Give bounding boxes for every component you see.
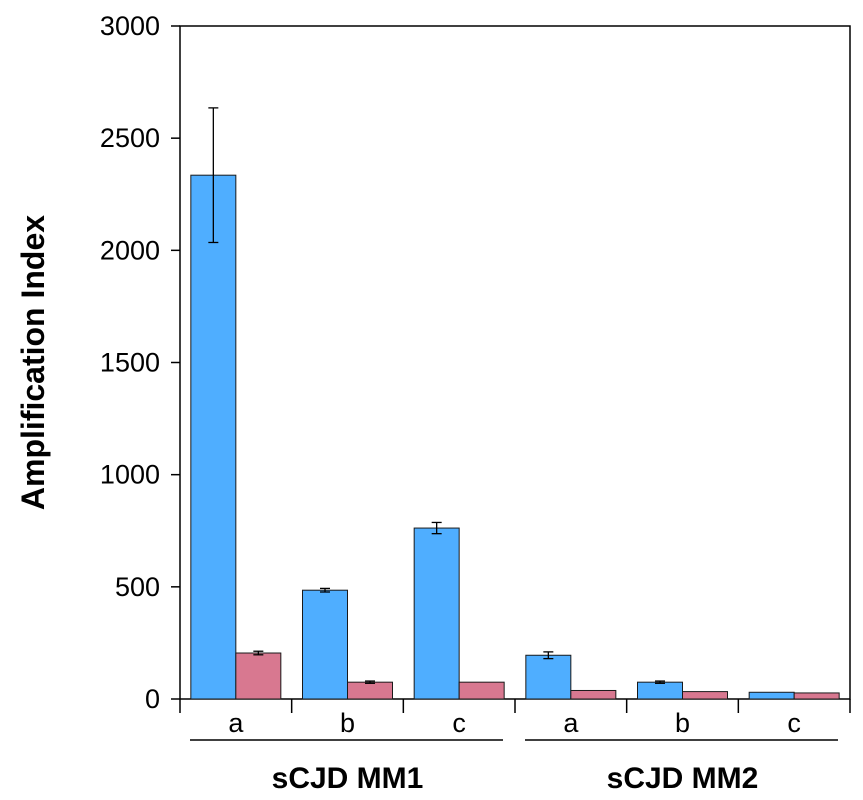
x-category-label: a [563, 708, 579, 738]
bar [748, 691, 795, 700]
bar [302, 589, 348, 700]
y-tick-label: 500 [115, 572, 160, 602]
y-tick-label: 2500 [100, 123, 160, 153]
x-category-label: b [340, 708, 355, 738]
x-category-label: b [675, 708, 690, 738]
group-label: sCJD MM1 [272, 762, 424, 795]
bar [682, 691, 728, 700]
y-tick-label: 1000 [100, 460, 160, 490]
group-labels: sCJD MM1 sCJD MM2 [190, 739, 838, 795]
bar [525, 654, 572, 700]
x-category-label: c [787, 708, 801, 738]
plot-frame [179, 25, 851, 700]
y-axis-title-group: Amplification Index [15, 215, 51, 510]
bar [793, 692, 840, 700]
group-label: sCJD MM2 [607, 762, 759, 795]
y-axis-title: Amplification Index [15, 215, 51, 510]
y-tick-label: 2000 [100, 235, 160, 265]
x-category-label: a [228, 708, 244, 738]
y-tick-label: 1500 [100, 348, 160, 378]
bar [190, 174, 237, 700]
bar [458, 681, 505, 700]
y-tick-label: 3000 [100, 11, 160, 41]
y-ticks: 0 500 1000 1500 2000 2500 3000 [100, 11, 180, 714]
bar [570, 689, 617, 700]
x-category-label: c [452, 708, 466, 738]
bar [347, 681, 393, 700]
axes [179, 25, 851, 700]
bars [190, 174, 840, 700]
y-tick-label: 0 [145, 684, 160, 714]
bar [637, 681, 683, 700]
error-bars [208, 107, 665, 684]
bar [413, 527, 460, 700]
bar [235, 652, 282, 700]
